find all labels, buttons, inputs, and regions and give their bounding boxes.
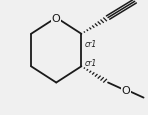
Text: cr1: cr1: [85, 58, 97, 67]
Text: cr1: cr1: [85, 40, 97, 49]
Text: O: O: [52, 13, 61, 23]
Text: O: O: [121, 85, 130, 95]
